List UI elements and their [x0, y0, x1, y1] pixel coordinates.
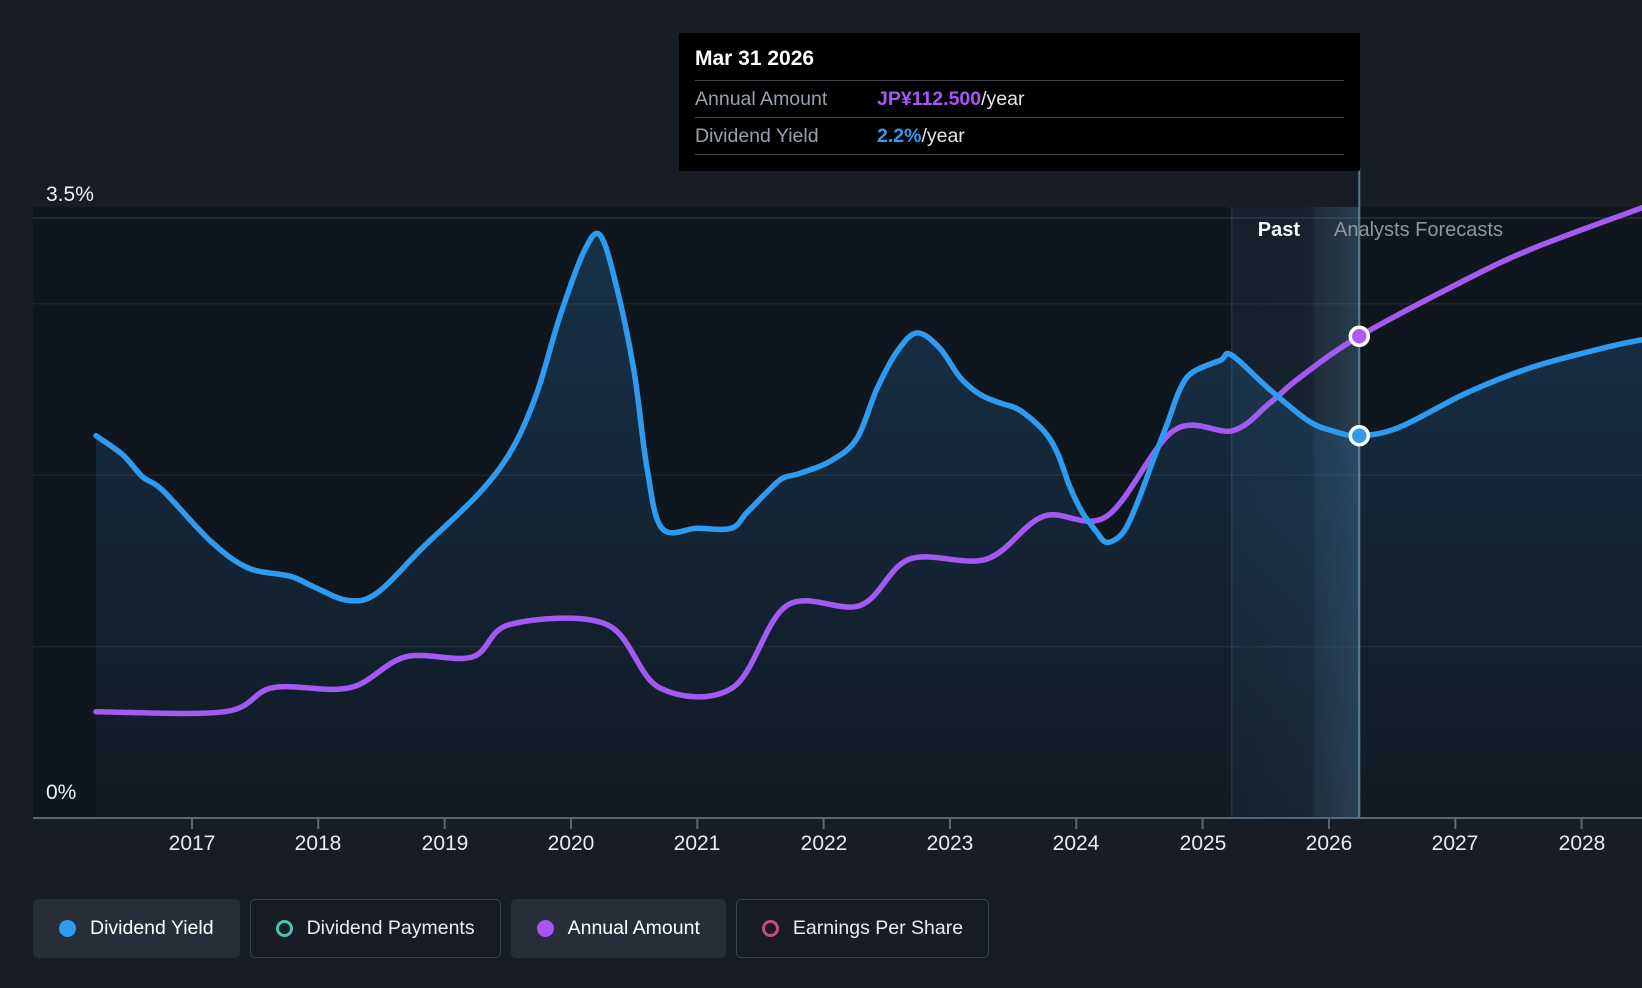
- tooltip-suffix: /year: [981, 87, 1025, 110]
- legend-annual-amount-button[interactable]: Annual Amount: [510, 899, 726, 958]
- x-axis-label-2026: 2026: [1305, 832, 1353, 855]
- legend-label: Annual Amount: [567, 917, 700, 939]
- dividend-payments-ring-icon: [275, 920, 293, 937]
- x-axis-label-2019: 2019: [421, 832, 469, 855]
- y-axis-label-top: 3.5%: [46, 183, 94, 206]
- x-axis-label-2028: 2028: [1558, 832, 1606, 855]
- tooltip-bottom-divider: [695, 154, 1344, 171]
- tooltip-suffix: /year: [921, 124, 965, 147]
- x-axis-ticks: [191, 818, 1583, 829]
- tooltip: Mar 31 2026 Annual Amount JP¥112.500 /ye…: [679, 33, 1360, 171]
- annual-amount-dot-icon: [536, 920, 554, 937]
- earnings-per-share-ring-icon: [761, 920, 779, 937]
- tooltip-date: Mar 31 2026: [695, 47, 815, 70]
- past-label: Past: [1257, 219, 1300, 241]
- tooltip-row-annual-amount: Annual Amount JP¥112.500 /year: [695, 80, 1344, 117]
- annual-amount-line: [93, 204, 1642, 717]
- tooltip-row-dividend-yield: Dividend Yield 2.2% /year: [695, 117, 1344, 154]
- x-axis-label-2017: 2017: [168, 832, 216, 855]
- x-axis-label-2025: 2025: [1179, 832, 1227, 855]
- dividend-yield-line: [93, 230, 1642, 604]
- dividend-yield-marker[interactable]: [1348, 424, 1371, 447]
- y-axis-label-zero: 0%: [46, 781, 77, 804]
- tooltip-label: Dividend Yield: [695, 124, 819, 147]
- x-axis-label-2021: 2021: [673, 832, 721, 855]
- legend-label: Dividend Payments: [306, 917, 475, 939]
- tooltip-value: JP¥112.500: [877, 87, 982, 110]
- tooltip-value: 2.2%: [877, 124, 922, 147]
- legend-earnings-per-share-button[interactable]: Earnings Per Share: [735, 899, 990, 958]
- dividend-yield-dot-icon: [59, 920, 76, 937]
- legend-dividend-payments-button[interactable]: Dividend Payments: [249, 899, 501, 958]
- x-axis-label-2018: 2018: [294, 832, 342, 855]
- legend: Dividend Yield Dividend Payments Annual …: [33, 899, 990, 958]
- analysts-forecasts-label: Analysts Forecasts: [1334, 219, 1503, 241]
- x-axis-label-2024: 2024: [1052, 832, 1100, 855]
- x-axis-label-2027: 2027: [1431, 832, 1479, 855]
- annual-amount-marker[interactable]: [1348, 325, 1371, 348]
- x-axis-label-2020: 2020: [547, 832, 595, 855]
- x-axis-label-2022: 2022: [800, 832, 848, 855]
- tooltip-label: Annual Amount: [695, 87, 828, 110]
- legend-label: Dividend Yield: [90, 917, 214, 939]
- legend-dividend-yield-button[interactable]: Dividend Yield: [33, 899, 240, 958]
- x-axis-label-2023: 2023: [926, 832, 974, 855]
- legend-label: Earnings Per Share: [792, 917, 964, 939]
